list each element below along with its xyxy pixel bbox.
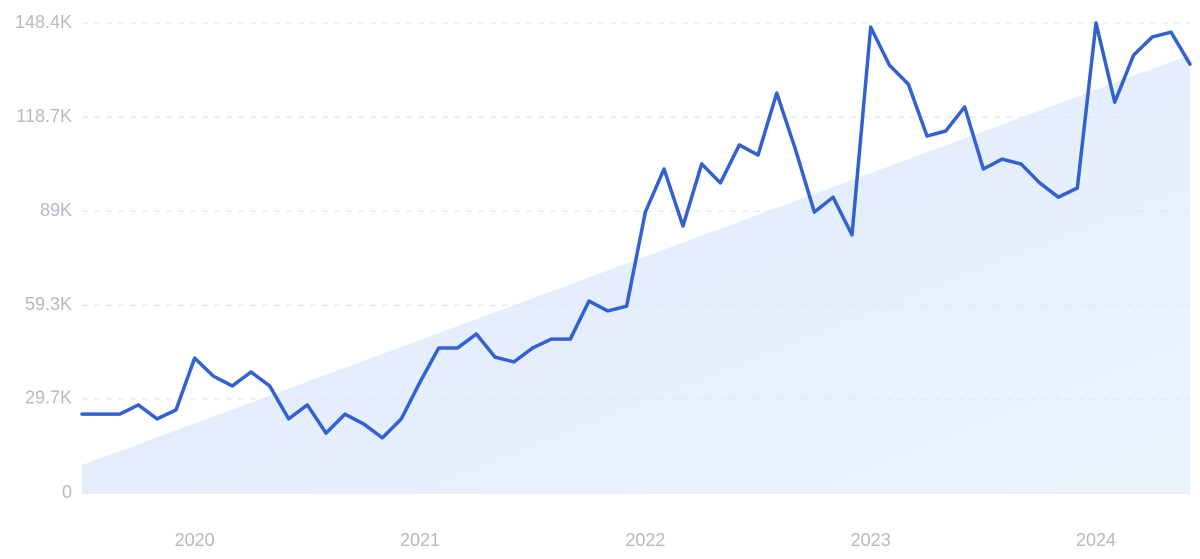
y-tick-label: 118.7K — [16, 106, 72, 126]
y-tick-label: 29.7K — [25, 388, 72, 408]
y-tick-label: 59.3K — [25, 294, 72, 314]
data-line — [80, 21, 1192, 440]
x-tick-label: 2022 — [625, 530, 665, 550]
x-tick-label: 2020 — [175, 530, 215, 550]
trend-sheen — [82, 54, 1190, 494]
x-tick-label: 2021 — [400, 530, 440, 550]
y-tick-label: 89K — [40, 200, 72, 220]
y-tick-label: 148.4K — [15, 12, 72, 32]
x-tick-label: 2024 — [1076, 530, 1116, 550]
y-tick-label: 0 — [62, 482, 72, 502]
x-tick-label: 2023 — [851, 530, 891, 550]
